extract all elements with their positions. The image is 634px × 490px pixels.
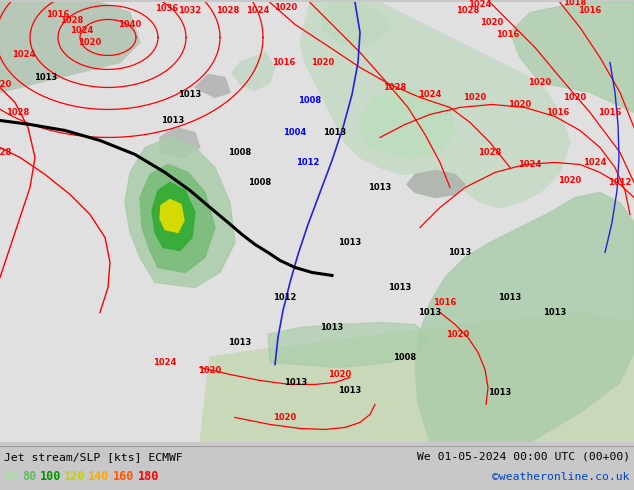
Text: 1020: 1020 bbox=[446, 330, 470, 339]
Text: 1008: 1008 bbox=[299, 96, 321, 105]
Text: 1013: 1013 bbox=[389, 283, 411, 292]
Text: 1024: 1024 bbox=[70, 26, 94, 35]
Polygon shape bbox=[160, 127, 200, 157]
Text: 1016: 1016 bbox=[496, 30, 520, 39]
Text: 1020: 1020 bbox=[0, 80, 11, 89]
Text: 1020: 1020 bbox=[328, 370, 352, 379]
Text: 1016: 1016 bbox=[547, 108, 570, 117]
Text: 60: 60 bbox=[4, 470, 18, 484]
Polygon shape bbox=[300, 2, 570, 207]
Text: 1013: 1013 bbox=[34, 73, 58, 82]
Polygon shape bbox=[415, 193, 634, 442]
Text: 1013: 1013 bbox=[448, 248, 472, 257]
Text: 1013: 1013 bbox=[498, 293, 522, 302]
Text: 1013: 1013 bbox=[339, 238, 361, 247]
Text: 1018: 1018 bbox=[564, 0, 586, 7]
Text: 1016: 1016 bbox=[273, 58, 295, 67]
Text: 1008: 1008 bbox=[249, 178, 271, 187]
Text: 1020: 1020 bbox=[463, 93, 487, 102]
Text: 1013: 1013 bbox=[543, 308, 567, 317]
Text: 100: 100 bbox=[40, 470, 61, 484]
Text: 1028: 1028 bbox=[216, 6, 240, 15]
Text: 1036: 1036 bbox=[155, 4, 179, 13]
Text: 120: 120 bbox=[64, 470, 86, 484]
Text: 1032: 1032 bbox=[178, 6, 202, 15]
Text: 1020: 1020 bbox=[198, 366, 222, 375]
Text: 1012: 1012 bbox=[296, 158, 320, 167]
Text: 1013: 1013 bbox=[285, 378, 307, 387]
Text: 1028: 1028 bbox=[384, 83, 406, 92]
Polygon shape bbox=[140, 165, 215, 272]
Polygon shape bbox=[152, 182, 195, 250]
Text: 1028: 1028 bbox=[6, 108, 30, 117]
Text: 1016: 1016 bbox=[598, 108, 622, 117]
Text: 1013: 1013 bbox=[320, 323, 344, 332]
Text: 1028: 1028 bbox=[0, 148, 11, 157]
Text: 1020: 1020 bbox=[508, 100, 532, 109]
Polygon shape bbox=[0, 2, 140, 93]
Text: 1024: 1024 bbox=[12, 50, 36, 59]
Text: 160: 160 bbox=[113, 470, 134, 484]
Text: 1024: 1024 bbox=[519, 160, 541, 169]
Text: 1024: 1024 bbox=[418, 90, 442, 99]
Polygon shape bbox=[232, 52, 275, 91]
Text: 1013: 1013 bbox=[339, 386, 361, 395]
Polygon shape bbox=[125, 138, 235, 288]
Polygon shape bbox=[510, 2, 634, 113]
Text: 1024: 1024 bbox=[583, 158, 607, 167]
Text: 1013: 1013 bbox=[228, 338, 252, 347]
Text: 1024: 1024 bbox=[153, 358, 177, 367]
Text: 1004: 1004 bbox=[283, 128, 307, 137]
Text: 180: 180 bbox=[138, 470, 159, 484]
Text: 1020: 1020 bbox=[311, 58, 335, 67]
Text: 1013: 1013 bbox=[418, 308, 442, 317]
Text: 1008: 1008 bbox=[394, 353, 417, 362]
Text: 1013: 1013 bbox=[488, 388, 512, 397]
Text: 1012: 1012 bbox=[608, 178, 631, 187]
Polygon shape bbox=[320, 2, 390, 48]
Text: 1013: 1013 bbox=[368, 183, 392, 192]
Text: 1028: 1028 bbox=[479, 148, 501, 157]
Text: 1016: 1016 bbox=[433, 298, 456, 307]
Text: We 01-05-2024 00:00 UTC (00+00): We 01-05-2024 00:00 UTC (00+00) bbox=[417, 452, 630, 462]
Polygon shape bbox=[195, 74, 230, 98]
Text: 1040: 1040 bbox=[119, 20, 141, 29]
Text: 1012: 1012 bbox=[273, 293, 297, 302]
Polygon shape bbox=[268, 322, 430, 368]
Text: 1008: 1008 bbox=[228, 148, 252, 157]
Polygon shape bbox=[407, 171, 465, 197]
Polygon shape bbox=[200, 313, 634, 442]
Text: ©weatheronline.co.uk: ©weatheronline.co.uk bbox=[493, 472, 630, 482]
Text: 1028: 1028 bbox=[60, 16, 84, 25]
Text: 1020: 1020 bbox=[481, 18, 503, 27]
Text: Jet stream/SLP [kts] ECMWF: Jet stream/SLP [kts] ECMWF bbox=[4, 452, 183, 462]
Text: 1024: 1024 bbox=[247, 6, 269, 15]
Text: 1013: 1013 bbox=[178, 90, 202, 99]
Text: 1020: 1020 bbox=[79, 38, 101, 47]
Text: 1024: 1024 bbox=[469, 0, 492, 9]
Text: 1028: 1028 bbox=[456, 6, 480, 15]
Text: 1020: 1020 bbox=[564, 93, 586, 102]
Text: 1016: 1016 bbox=[46, 10, 70, 19]
Text: 1020: 1020 bbox=[528, 78, 552, 87]
Text: 1013: 1013 bbox=[162, 116, 184, 125]
Text: 1016: 1016 bbox=[578, 6, 602, 15]
Polygon shape bbox=[160, 199, 184, 232]
Text: 1013: 1013 bbox=[323, 128, 347, 137]
Text: 140: 140 bbox=[88, 470, 110, 484]
Text: 1020: 1020 bbox=[559, 176, 581, 185]
Text: 80: 80 bbox=[22, 470, 36, 484]
Polygon shape bbox=[360, 87, 455, 157]
Text: 1020: 1020 bbox=[275, 3, 297, 12]
Text: 1020: 1020 bbox=[273, 413, 297, 422]
